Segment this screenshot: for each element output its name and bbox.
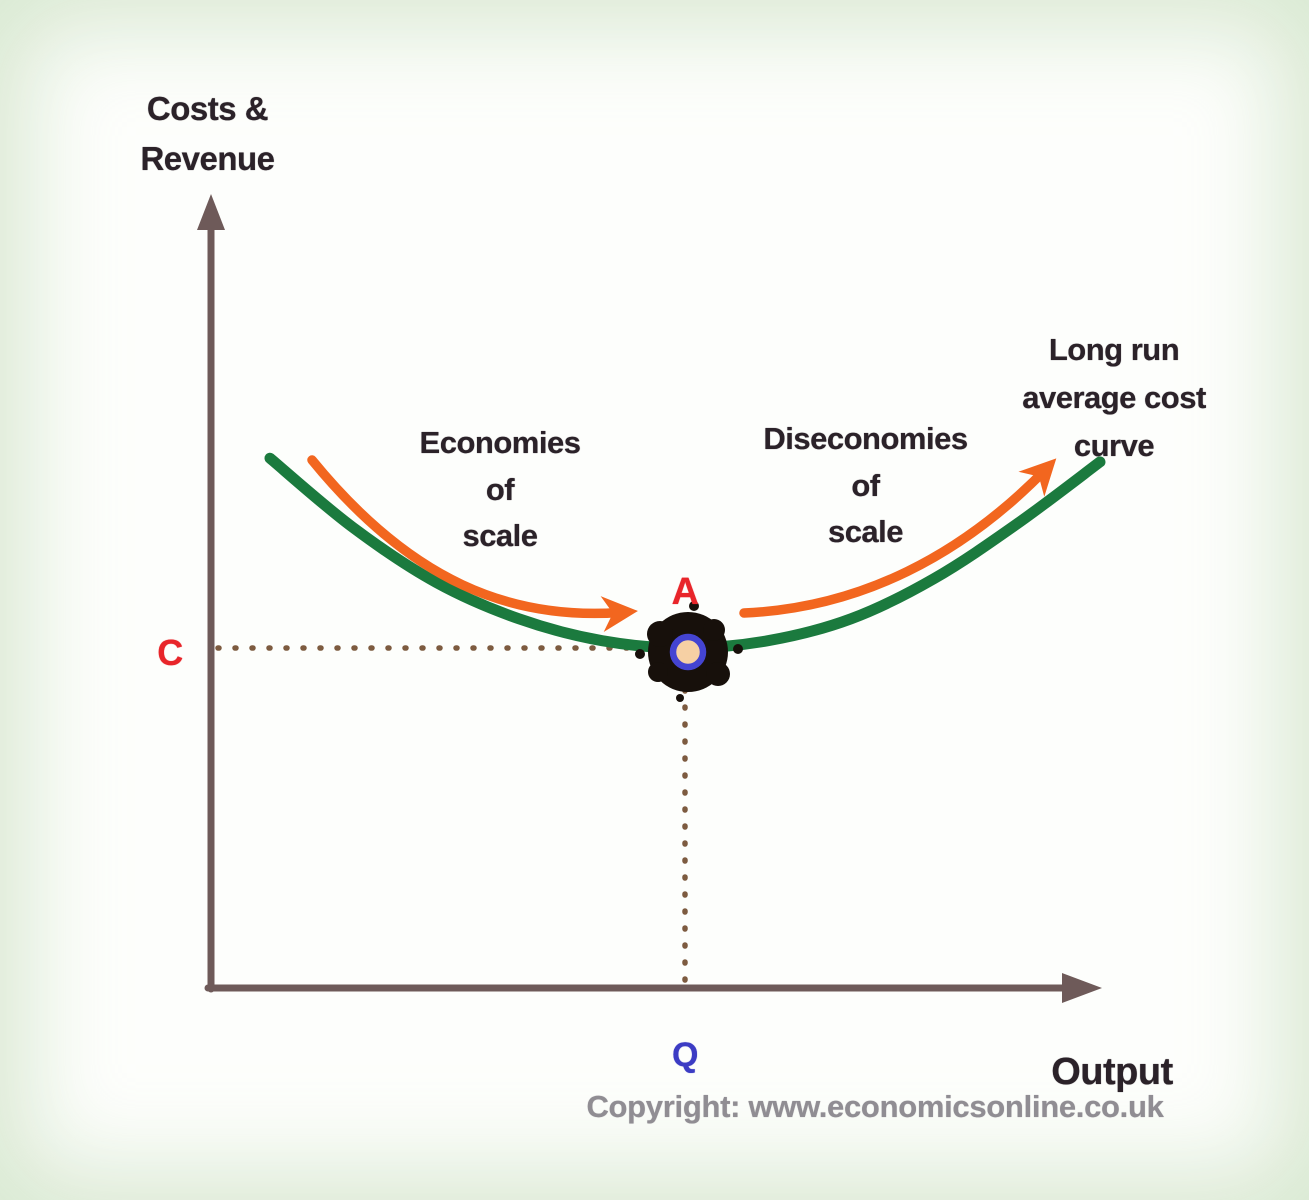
x-axis-arrow-icon (1062, 973, 1102, 1003)
point-a-label: A (671, 571, 699, 613)
x-axis-title: Output (1051, 1051, 1173, 1093)
y-axis-arrow-icon (197, 194, 225, 230)
output-q-tick-label: Q (672, 1036, 698, 1074)
point-a-center-dot (669, 633, 707, 671)
lrac-curve-label: Long run average cost curve (1022, 332, 1206, 464)
cost-c-tick-label: C (157, 632, 183, 673)
economies-of-scale-label: Economies of scale (419, 425, 581, 553)
economies-arrow-icon (307, 455, 638, 632)
diseconomies-of-scale-label: Diseconomies of scale (763, 421, 968, 549)
point-a-marker (635, 601, 743, 702)
diseconomies-arrow-icon (739, 458, 1057, 618)
copyright-text: Copyright: www.economicsonline.co.uk (586, 1089, 1164, 1124)
y-axis-title: Costs & Revenue (140, 90, 275, 177)
